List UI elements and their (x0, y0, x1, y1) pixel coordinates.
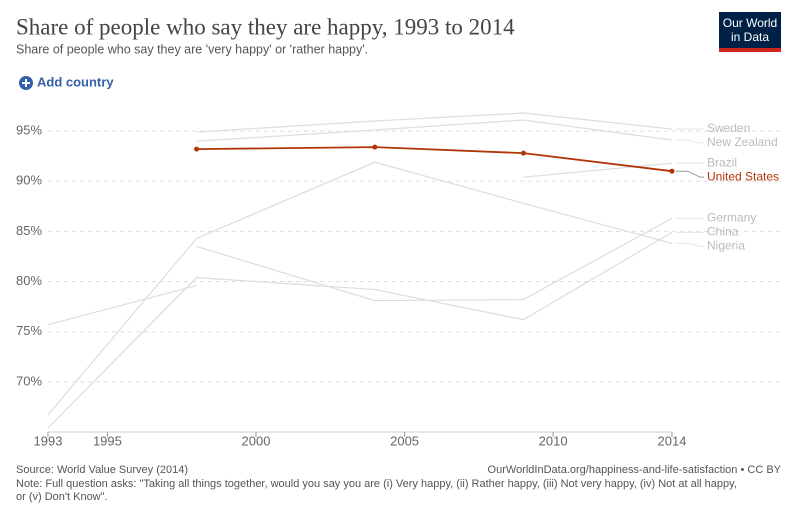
point (194, 146, 200, 152)
legend-label: Brazil (707, 155, 737, 169)
logo-text: in Data (731, 30, 769, 44)
series-line (196, 112, 673, 133)
legend-label: Germany (707, 211, 756, 225)
chart-title: Share of people who say they are happy, … (16, 14, 515, 39)
x-tick-label: 1995 (93, 433, 122, 448)
legend-label: United States (707, 169, 779, 183)
legend-label: Nigeria (707, 239, 745, 253)
legend-label: China (707, 225, 739, 239)
note: or (v) Don't Know". (16, 491, 108, 503)
series-line (47, 161, 673, 416)
label-connector (676, 242, 704, 247)
y-tick-label: 95% (16, 123, 42, 138)
legend-label: Sweden (707, 121, 750, 135)
y-tick-label: 85% (16, 223, 42, 238)
legend-label: New Zealand (707, 135, 778, 149)
series-line (47, 284, 197, 326)
x-tick-label: 2014 (658, 433, 687, 448)
series-line (47, 231, 673, 429)
add-country-button[interactable]: Add country (19, 74, 114, 90)
chart-subtitle: Share of people who say they are 'very h… (16, 42, 368, 56)
plus (22, 79, 30, 87)
label-connector (676, 139, 704, 144)
url: OurWorldInData.org/happiness-and-life-sa… (488, 464, 782, 476)
y-tick-label: 90% (16, 173, 42, 188)
series-line (523, 162, 673, 178)
label-connector (676, 170, 704, 178)
point (372, 144, 378, 150)
logo-text: Our World (723, 16, 777, 30)
y-tick-label: 75% (16, 323, 42, 338)
add-country-label[interactable]: Add country (37, 74, 114, 89)
x-tick-label: 2005 (390, 433, 419, 448)
x-tick-label: 2010 (539, 433, 568, 448)
series-line (196, 119, 673, 142)
point (669, 168, 675, 174)
source: Source: World Value Survey (2014) (16, 464, 188, 476)
y-tick-label: 70% (16, 373, 42, 388)
y-tick-label: 80% (16, 273, 42, 288)
series-line (196, 217, 673, 302)
note: Note: Full question asks: "Taking all th… (16, 478, 737, 490)
logo (719, 12, 781, 52)
x-tick-label: 2000 (242, 433, 271, 448)
series-line (196, 146, 673, 173)
point (520, 150, 526, 156)
x-tick-label: 1993 (34, 433, 63, 448)
logo-bar (719, 48, 781, 52)
